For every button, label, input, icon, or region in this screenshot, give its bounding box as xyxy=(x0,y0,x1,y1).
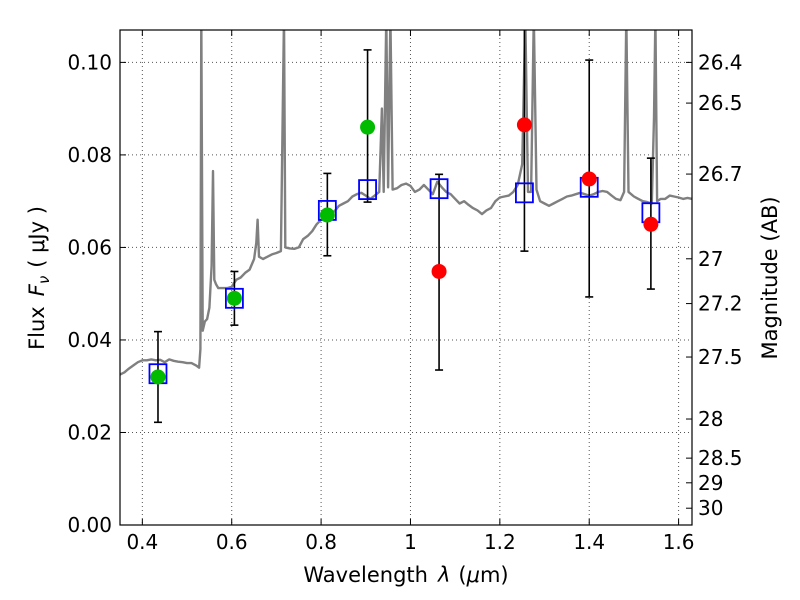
x-axis-label: Wavelength λ (μm) xyxy=(303,563,508,587)
model-point xyxy=(515,182,534,204)
model-point xyxy=(429,178,449,200)
axis-ticks: 0.4 0.6 0.8 1 1.2 1.4 1.6 0.00 0.02 0.04 0.06 0.08 0… xyxy=(67,30,743,554)
y-tick-label: 0.08 xyxy=(67,143,112,167)
y2-axis-label: Magnitude (AB) xyxy=(758,196,782,359)
infrared-data-point xyxy=(431,263,447,279)
y2-tick-label: 28 xyxy=(698,407,723,431)
y2-tick-label: 29 xyxy=(698,471,723,495)
y2-tick-label: 27 xyxy=(698,247,723,271)
y2-tick-label: 28.5 xyxy=(698,446,743,470)
y2-tick-label: 27.2 xyxy=(698,292,743,316)
infrared-data-point xyxy=(516,117,532,133)
infrared-data-point xyxy=(643,216,659,232)
y-tick-label: 0.02 xyxy=(67,420,112,444)
y-tick-label: 0.10 xyxy=(67,50,112,74)
optical-data-point xyxy=(226,290,242,306)
plot-frame xyxy=(119,29,693,526)
y-axis-label: FluxFν( μJy ) xyxy=(25,206,53,350)
x-tick-label: 1.6 xyxy=(663,530,695,554)
y2-tick-label: 26.7 xyxy=(698,162,743,186)
y2-tick-label: 30 xyxy=(698,496,723,520)
optical-data-point xyxy=(360,119,376,135)
y2-tick-label: 27.5 xyxy=(698,345,743,369)
x-tick-label: 1.2 xyxy=(484,530,516,554)
infrared-data-point xyxy=(581,171,597,187)
y2-tick-label: 26.5 xyxy=(698,91,743,115)
x-tick-label: 0.8 xyxy=(305,530,337,554)
y-tick-label: 0.00 xyxy=(67,513,112,537)
y2-tick-label: 26.4 xyxy=(698,50,743,74)
grid xyxy=(120,30,692,526)
plot-area xyxy=(120,30,692,424)
optical-data-point xyxy=(319,207,335,223)
optical-data-point xyxy=(150,369,166,385)
spectrum-line xyxy=(120,30,692,376)
x-tick-label: 0.6 xyxy=(216,530,248,554)
model-point xyxy=(358,179,377,201)
x-tick-label: 1.4 xyxy=(573,530,605,554)
model-point xyxy=(224,287,244,309)
x-tick-label: 1 xyxy=(404,530,417,554)
y-tick-label: 0.06 xyxy=(67,235,112,259)
y-tick-label: 0.04 xyxy=(67,328,112,352)
x-tick-label: 0.4 xyxy=(126,530,158,554)
